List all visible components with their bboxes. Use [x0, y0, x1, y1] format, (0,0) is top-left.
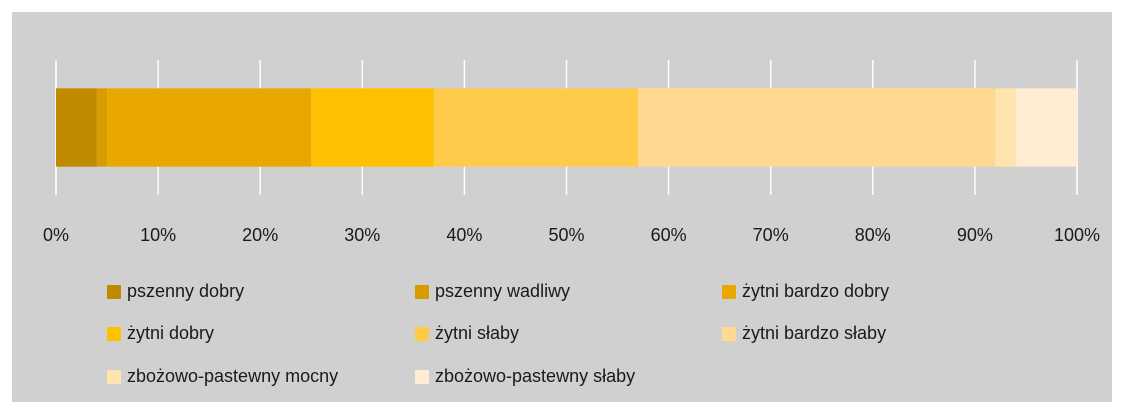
bar-segment	[433, 88, 638, 167]
legend-label: żytni dobry	[127, 323, 214, 343]
legend-label: zbożowo-pastewny słaby	[435, 366, 635, 386]
x-tick-label: 0%	[43, 225, 69, 245]
x-tick-label: 40%	[446, 225, 482, 245]
x-tick-label: 70%	[753, 225, 789, 245]
legend-label: żytni bardzo dobry	[742, 281, 889, 301]
bar-segment	[56, 88, 97, 167]
bar-segment	[995, 88, 1016, 167]
x-tick-label: 30%	[344, 225, 380, 245]
x-tick-label: 20%	[242, 225, 278, 245]
legend-swatch	[107, 370, 121, 384]
bar-segment	[1015, 88, 1077, 167]
legend-swatch	[415, 285, 429, 299]
x-tick-label: 10%	[140, 225, 176, 245]
legend-swatch	[415, 370, 429, 384]
legend-swatch	[415, 327, 429, 341]
plot-background	[12, 12, 1112, 402]
legend-swatch	[722, 327, 736, 341]
x-tick-label: 100%	[1054, 225, 1100, 245]
bar-segment	[107, 88, 312, 167]
legend-label: pszenny dobry	[127, 281, 244, 301]
legend-label: zbożowo-pastewny mocny	[127, 366, 338, 386]
legend-swatch	[722, 285, 736, 299]
legend-swatch	[107, 285, 121, 299]
bar-segment	[637, 88, 996, 167]
legend-label: żytni słaby	[435, 323, 519, 343]
legend-label: żytni bardzo słaby	[742, 323, 886, 343]
legend-swatch	[107, 327, 121, 341]
bar-segment	[96, 88, 108, 167]
legend-label: pszenny wadliwy	[435, 281, 570, 301]
x-tick-label: 80%	[855, 225, 891, 245]
bar-segment	[311, 88, 434, 167]
x-tick-label: 90%	[957, 225, 993, 245]
x-tick-label: 50%	[548, 225, 584, 245]
x-tick-label: 60%	[651, 225, 687, 245]
